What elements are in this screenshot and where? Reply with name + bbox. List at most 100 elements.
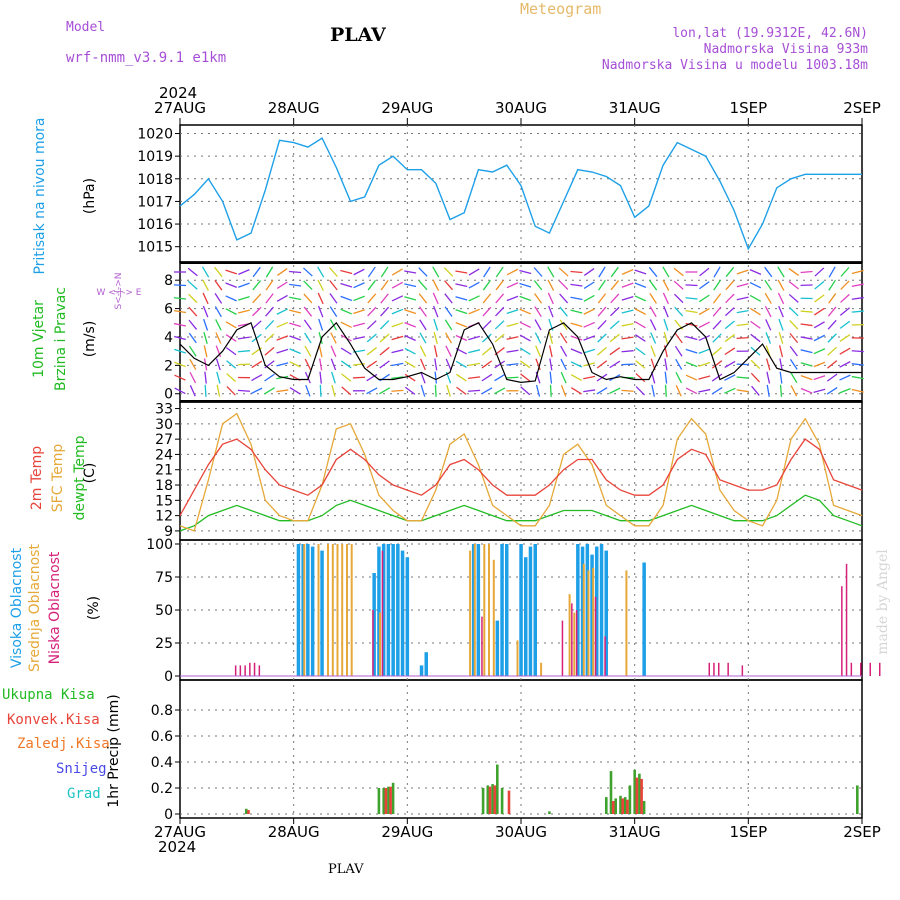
cloud-bar-0 (576, 544, 580, 676)
wind-arrow (226, 360, 237, 369)
wind-arrow (779, 358, 783, 371)
wind-arrow (788, 268, 800, 276)
wind-arrow (765, 332, 772, 344)
wind-arrow (609, 320, 620, 330)
wind-arrow (468, 335, 481, 341)
wind-arrow (468, 389, 481, 392)
wind-arrow (506, 282, 519, 289)
wind-arrow (418, 267, 428, 277)
wind-arrow (750, 320, 761, 329)
wind-arrow (187, 280, 198, 290)
wind-arrow (289, 387, 301, 395)
wind-arrow (432, 305, 439, 318)
wind-arrow (673, 280, 684, 290)
wind-arrow (674, 306, 684, 317)
wind-arrow (650, 345, 656, 358)
cloud-bar-2 (879, 662, 881, 676)
wind-arrow (353, 336, 366, 340)
wind-arrow (560, 371, 567, 384)
cloud-bar-2 (571, 603, 573, 676)
wind-arrow (495, 266, 504, 278)
precip-bar-0 (491, 784, 494, 814)
wind-arrow (840, 267, 850, 277)
wind-arrow (814, 294, 825, 303)
wind-arrow (331, 384, 336, 397)
y-tick-label: 18 (155, 478, 173, 494)
wind-arrow (251, 387, 263, 395)
wind-arrow (621, 282, 634, 288)
wind-arrow (264, 346, 275, 356)
wind-arrow (482, 320, 492, 330)
wind-arrow (204, 384, 207, 397)
wind-arrow (725, 280, 735, 291)
wind-arrow (547, 279, 555, 291)
wind-arrow (303, 280, 313, 290)
wind-arrow (304, 332, 312, 344)
wind-arrow (839, 361, 851, 368)
precip-bar-1 (507, 790, 511, 814)
time-label-top: 27AUG (154, 99, 206, 117)
wind-arrow (319, 358, 323, 371)
y-tick-label: 1017 (137, 194, 173, 210)
precip-bar-0 (486, 785, 490, 814)
wind-arrow (814, 280, 825, 290)
cloud-bar-2 (841, 586, 843, 676)
wind-arrow (736, 309, 749, 314)
wind-arrow (789, 319, 799, 330)
wind-arrow (649, 306, 657, 318)
wind-arrow (839, 334, 851, 342)
precip-bar-0 (619, 795, 622, 814)
wind-arrow (662, 279, 670, 291)
wind-arrow (570, 309, 583, 314)
wind-arrow (379, 360, 390, 369)
wind-arrow (238, 296, 250, 301)
wind-arrow (711, 373, 723, 382)
wind-arrow (455, 322, 468, 328)
wind-arrow (610, 306, 620, 317)
cloud-bar-1 (346, 544, 348, 676)
precip-bar-0 (387, 786, 390, 814)
wind-arrow (455, 296, 468, 301)
wind-arrow (674, 345, 683, 357)
wind-arrow (445, 358, 452, 371)
wind-arrow (318, 345, 323, 358)
panel-frame-1 (179, 261, 863, 403)
wind-arrow (685, 297, 698, 300)
wind-arrow (215, 345, 222, 358)
cloud-bar-0 (590, 554, 594, 676)
wind-arrow (685, 335, 698, 341)
wind-arrow (225, 321, 237, 329)
cloud-bar-2 (741, 665, 744, 676)
wind-arrow (558, 267, 569, 277)
wind-arrow (712, 319, 722, 330)
wind-arrow (685, 310, 698, 314)
wind-arrow (827, 346, 838, 356)
wind-arrow (851, 310, 864, 313)
wind-arrow (534, 319, 542, 331)
wind-arrow (318, 332, 323, 344)
year-bottom: 2024 (158, 838, 197, 856)
wind-arrow (444, 293, 453, 304)
wind-arrow (444, 306, 453, 317)
wind-arrow (340, 269, 353, 275)
wind-arrow (367, 320, 377, 330)
wind-arrow (303, 293, 313, 304)
wind-arrow (778, 332, 784, 344)
precip-bar-1 (621, 798, 624, 814)
y-tick-label: 1018 (137, 172, 173, 188)
wind-arrow (252, 293, 262, 304)
wind-arrow (189, 385, 196, 397)
wind-arrow (827, 360, 838, 369)
wind-arrow (404, 360, 416, 368)
wind-arrow (583, 321, 595, 328)
wind-arrow (318, 318, 324, 331)
wind-arrow (597, 333, 607, 343)
wind-arrow (519, 360, 531, 369)
wind-arrow (238, 269, 250, 275)
precip-bar-0 (614, 798, 617, 814)
wind-arrow (839, 374, 851, 381)
wind-arrow (663, 332, 669, 344)
cloud-bar-2 (860, 662, 862, 676)
wind-arrow (418, 306, 427, 317)
wind-arrow (751, 385, 760, 396)
